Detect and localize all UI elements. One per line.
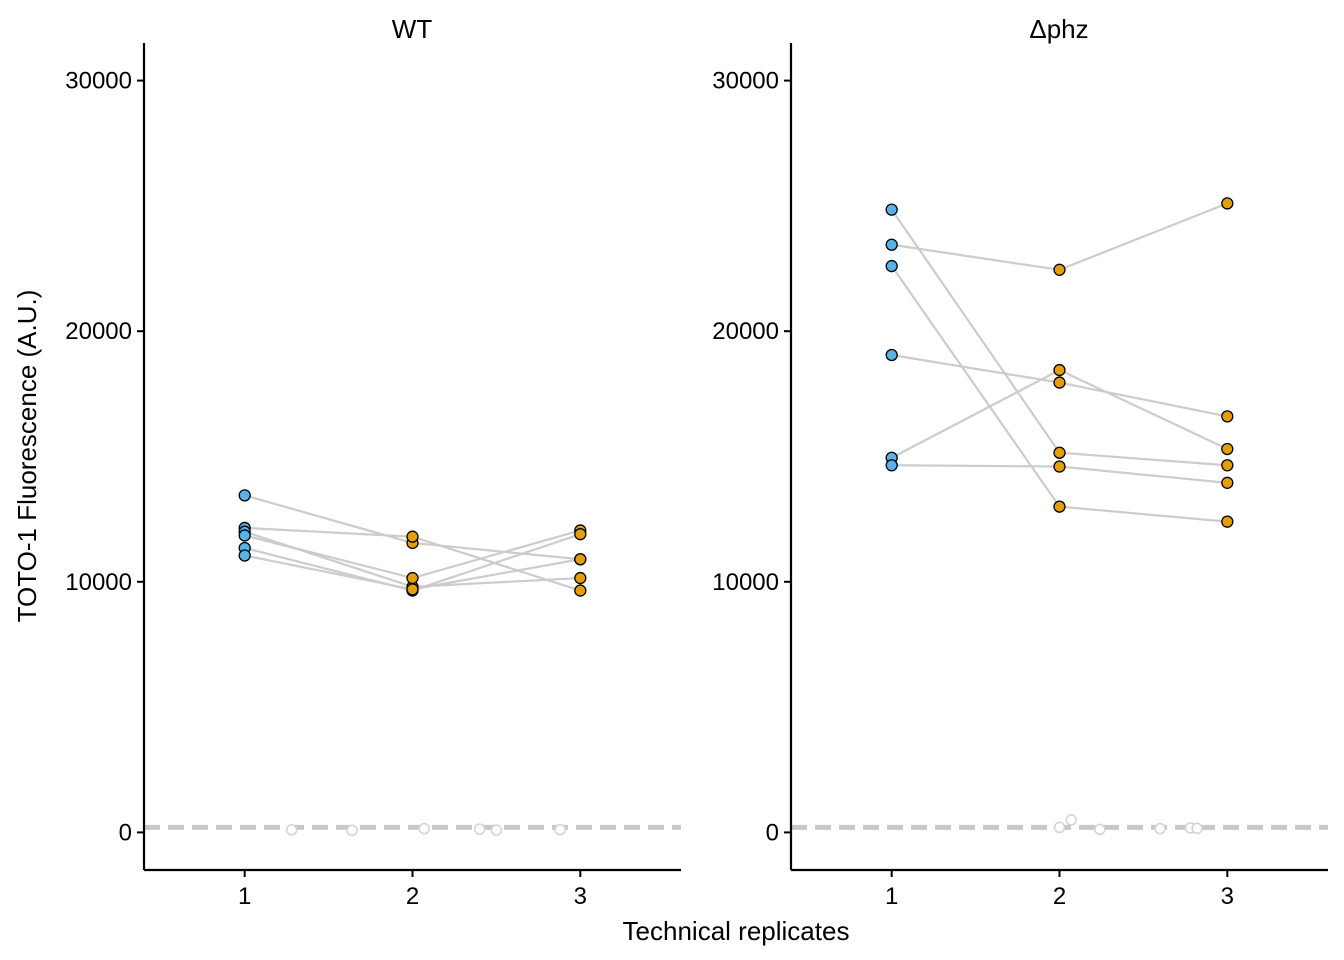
blank-point-wt-1 xyxy=(285,824,298,836)
blanks-wt xyxy=(285,822,566,837)
data-point-dphz-s1-x2 xyxy=(1053,446,1066,459)
y-tick-label-dphz-30000: 30000 xyxy=(712,68,779,95)
x-tick-label-wt-3: 3 xyxy=(574,883,587,910)
blank-point-wt-6 xyxy=(554,823,566,836)
panel-wt: WT 0 10000 20000 30000 1 2 3 xyxy=(65,14,681,910)
data-point-dphz-s6-x1 xyxy=(885,459,898,472)
blank-point-wt-4 xyxy=(473,823,486,835)
blanks-dphz xyxy=(1053,814,1203,836)
data-point-dphz-s6-x3 xyxy=(1221,476,1234,489)
panel-title-dphz: Δphz xyxy=(1029,14,1088,44)
blank-point-dphz-6 xyxy=(1191,822,1203,835)
y-axis-title: TOTO-1 Fluorescence (A.U.) xyxy=(12,290,42,623)
data-point-dphz-s2-x3 xyxy=(1221,197,1234,210)
axes-wt: 0 10000 20000 30000 1 2 3 xyxy=(65,43,681,910)
y-tick-label-dphz-20000: 20000 xyxy=(712,318,779,345)
blank-point-dphz-4 xyxy=(1154,822,1166,835)
data-point-wt-s6-x2 xyxy=(406,583,419,596)
x-axis-title: Technical replicates xyxy=(623,916,850,946)
y-tick-label-dphz-10000: 10000 xyxy=(712,569,779,596)
panel-title-wt: WT xyxy=(392,14,433,44)
data-point-dphz-s6-x2 xyxy=(1053,460,1066,473)
data-point-dphz-s3-x3 xyxy=(1221,515,1234,528)
data-point-wt-s6-x3 xyxy=(574,553,587,566)
data-point-wt-s3-x3 xyxy=(574,571,587,585)
data-point-wt-s1-x1 xyxy=(238,489,251,502)
y-tick-label-wt-30000: 30000 xyxy=(65,68,132,95)
data-point-wt-s2-x3 xyxy=(574,584,587,597)
blank-point-wt-2 xyxy=(346,824,358,837)
data-point-dphz-s2-x1 xyxy=(885,238,898,251)
blank-point-dphz-1 xyxy=(1053,821,1066,834)
data-point-dphz-s4-x1 xyxy=(885,348,898,362)
data-point-wt-s2-x2 xyxy=(406,530,419,543)
data-point-wt-s4-x1 xyxy=(238,529,251,542)
x-tick-label-wt-1: 1 xyxy=(238,883,251,910)
data-point-dphz-s1-x3 xyxy=(1221,459,1234,472)
y-tick-label-wt-0: 0 xyxy=(119,819,132,846)
data-point-dphz-s3-x2 xyxy=(1053,500,1066,513)
y-tick-label-wt-20000: 20000 xyxy=(65,318,132,345)
series-line-wt-1 xyxy=(244,494,581,561)
series-line-dphz-3 xyxy=(890,265,1228,523)
points-wt xyxy=(238,489,587,597)
x-tick-label-dphz-2: 2 xyxy=(1053,883,1066,910)
blank-point-dphz-2 xyxy=(1065,814,1077,826)
blank-point-dphz-3 xyxy=(1094,823,1106,836)
y-tick-label-wt-10000: 10000 xyxy=(65,569,132,596)
lines-dphz xyxy=(890,202,1228,523)
x-tick-label-dphz-1: 1 xyxy=(885,883,898,910)
data-point-dphz-s2-x2 xyxy=(1053,263,1066,276)
data-point-dphz-s5-x3 xyxy=(1221,442,1234,456)
data-point-dphz-s4-x3 xyxy=(1221,410,1234,423)
panel-dphz: Δphz 0 10000 20000 30000 1 2 3 xyxy=(712,14,1328,910)
data-point-wt-s5-x3 xyxy=(574,528,587,541)
data-point-dphz-s3-x1 xyxy=(885,259,898,273)
data-point-dphz-s1-x1 xyxy=(885,203,898,216)
x-tick-label-wt-2: 2 xyxy=(406,883,419,910)
data-point-dphz-s5-x2 xyxy=(1053,363,1066,377)
data-point-wt-s6-x1 xyxy=(238,549,251,562)
series-line-dphz-2 xyxy=(891,202,1228,271)
blank-point-wt-3 xyxy=(418,822,430,835)
points-dphz xyxy=(885,197,1234,528)
y-tick-label-dphz-0: 0 xyxy=(766,819,779,846)
axes-dphz: 0 10000 20000 30000 1 2 3 xyxy=(712,43,1328,910)
data-point-wt-s4-x2 xyxy=(406,571,419,585)
blank-point-wt-5 xyxy=(490,824,503,836)
x-tick-label-dphz-3: 3 xyxy=(1221,883,1234,910)
data-point-dphz-s4-x2 xyxy=(1053,376,1066,389)
